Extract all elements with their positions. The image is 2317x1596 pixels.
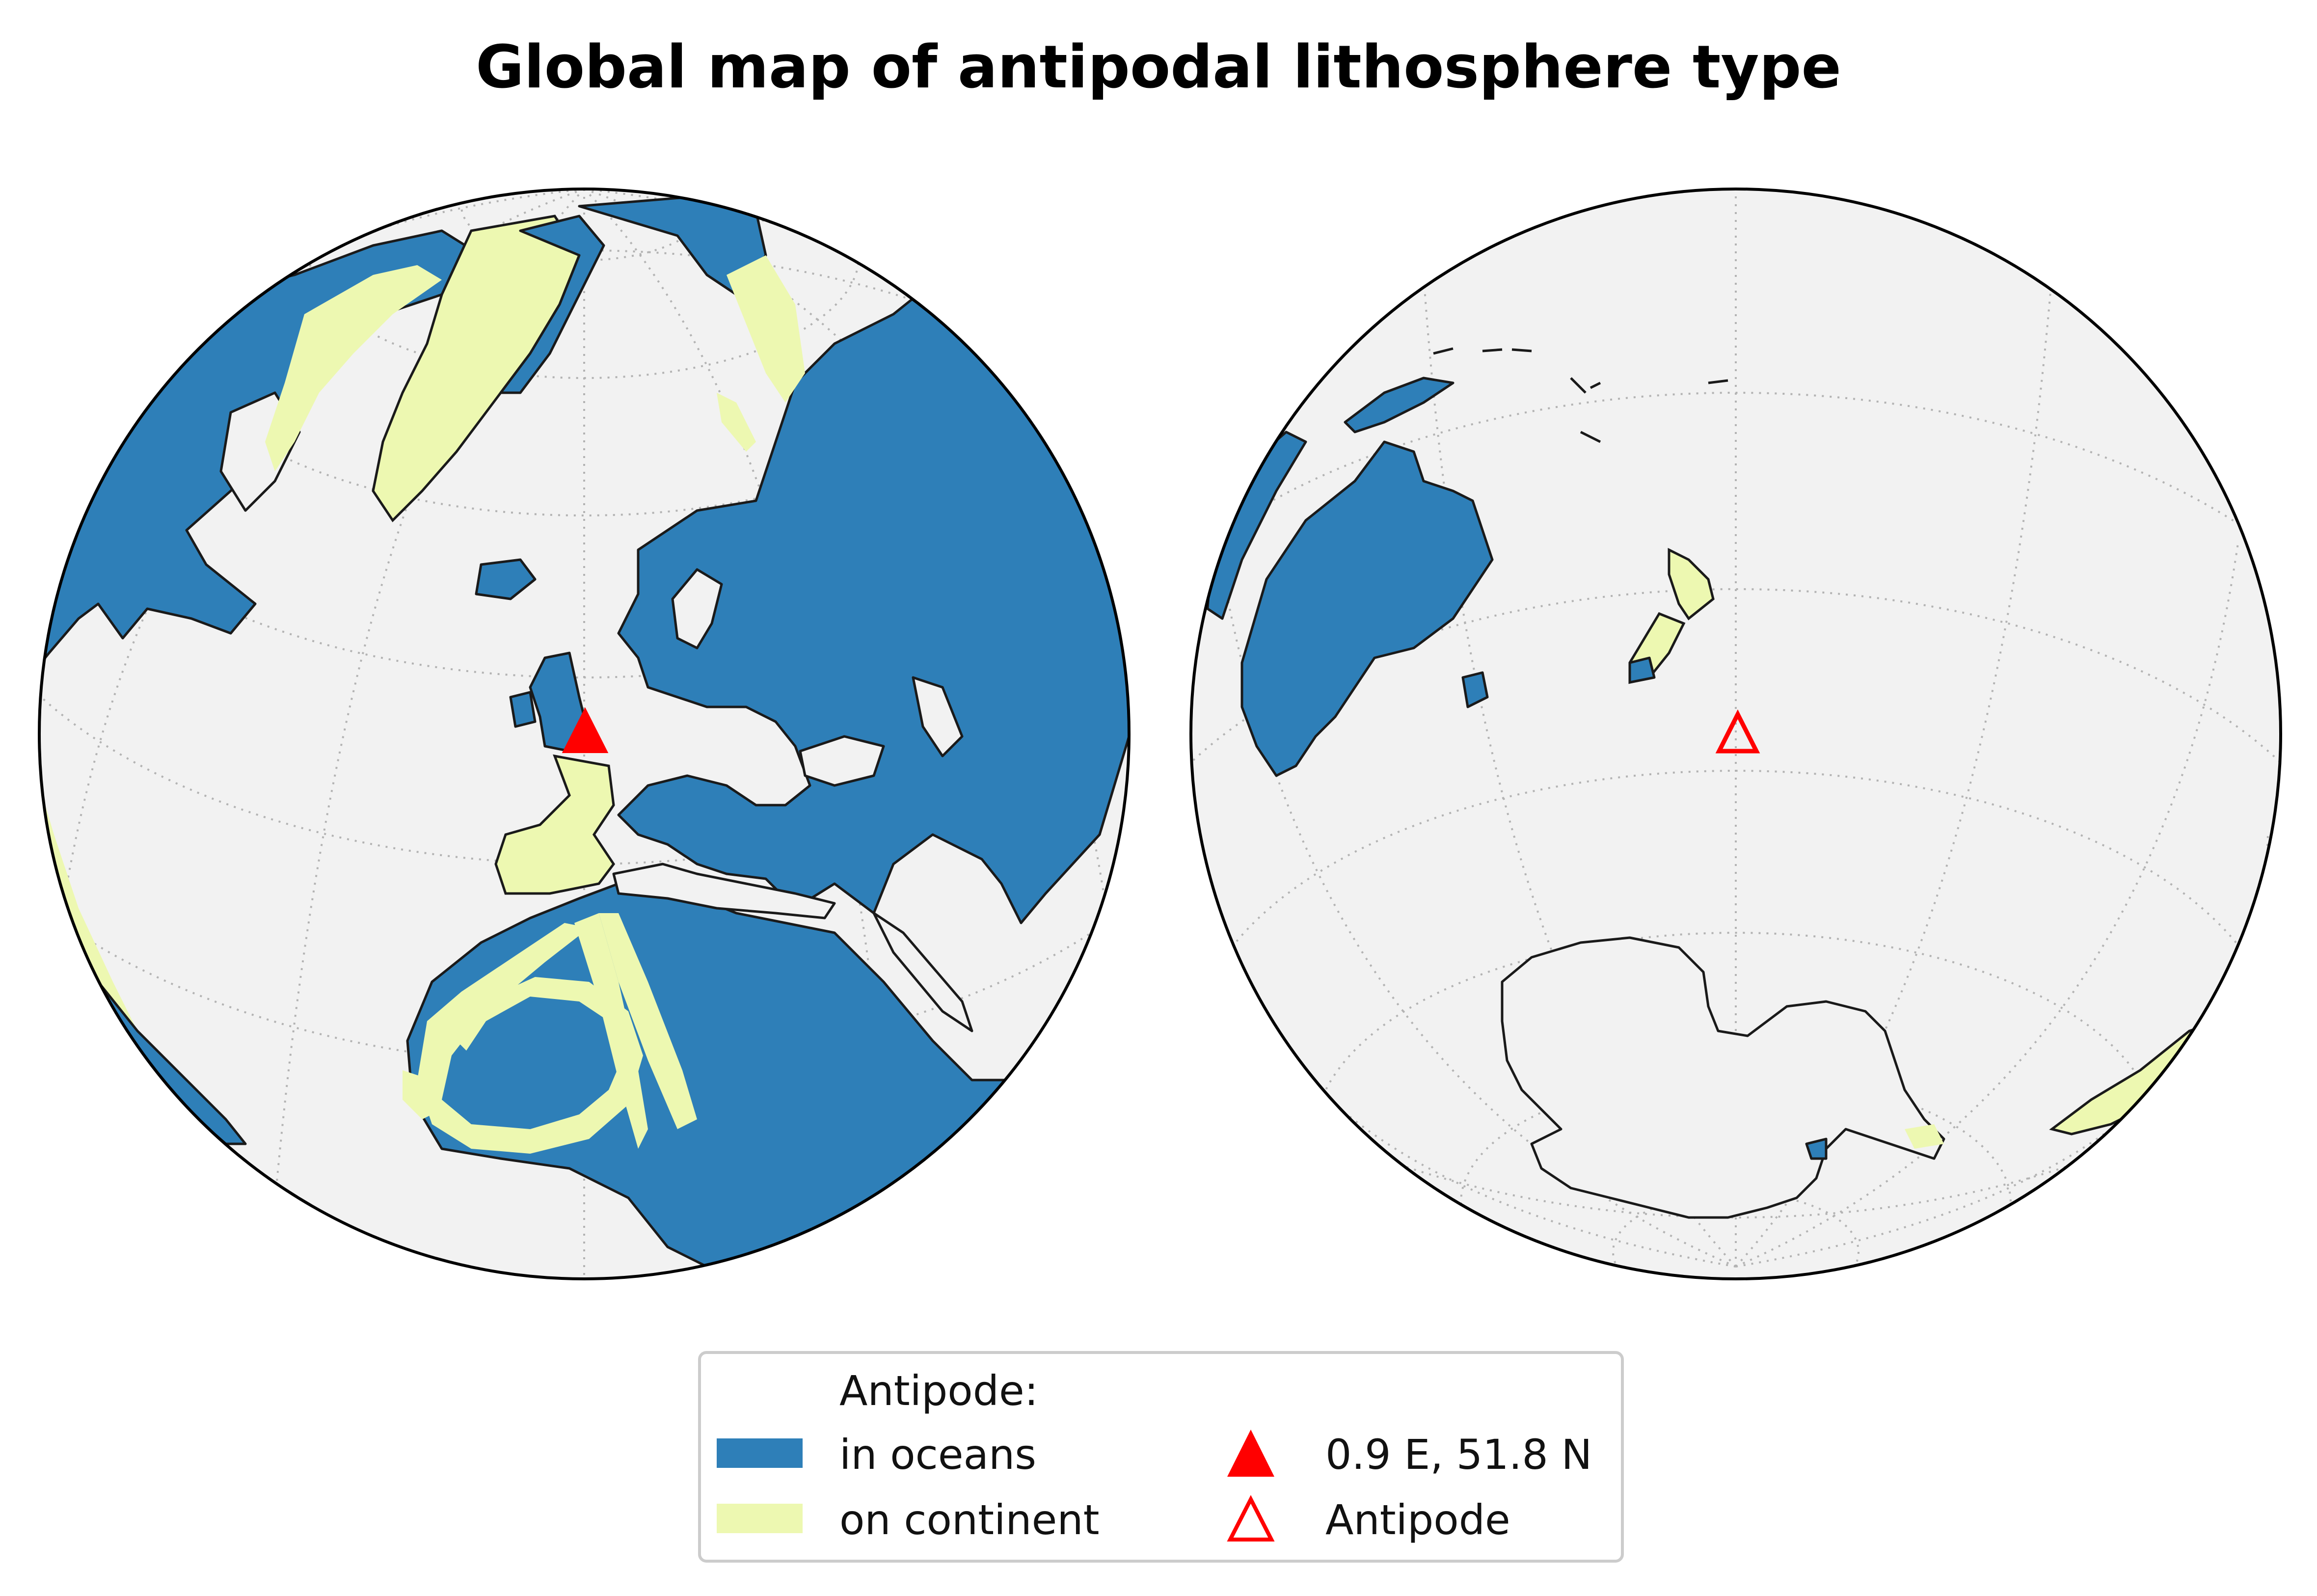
point-marker (562, 707, 609, 753)
legend-label-point: 0.9 E, 51.8 N (1325, 1431, 1592, 1479)
land-iceland (475, 558, 537, 600)
mediterranean (612, 863, 836, 920)
pacific-islands (1433, 347, 1728, 443)
right-globe (1189, 188, 2282, 1280)
legend-frame (698, 1351, 1624, 1563)
legend: Antipode: in oceans on continent 0.9 E, … (698, 1351, 1624, 1563)
land-ireland (509, 691, 537, 728)
antipode-continent-novaya (717, 393, 756, 452)
antarctica-ocean-patch (1805, 1137, 1828, 1160)
globe-rim (38, 188, 1131, 1280)
land-new-guinea (1344, 377, 1455, 433)
antipode-continent-africa-band (574, 913, 648, 1149)
land-new-zealand-north (1669, 550, 1713, 619)
left-globe (38, 188, 1131, 1280)
legend-label-on-continent: on continent (839, 1496, 1100, 1544)
red-sea (872, 912, 973, 1032)
iberia-coast (494, 754, 616, 895)
antipode-continent-antarctic-peninsula (1905, 1124, 1944, 1149)
black-sea (799, 735, 885, 787)
antipode-continent-africa-west (403, 1070, 442, 1119)
page-title: Global map of antipodal lithosphere type (476, 33, 1841, 102)
new-zealand-ocean-patch (1628, 656, 1656, 684)
legend-heading: Antipode: (839, 1367, 1038, 1415)
antipode-marker (1715, 709, 1760, 754)
globe-background (1191, 189, 2281, 1279)
land-iberia (496, 756, 614, 893)
legend-swatch-in-oceans (717, 1438, 803, 1468)
antipode-continent-west-americas (39, 785, 162, 1080)
antipode-continent-africa-band2 (599, 913, 697, 1129)
antipode-continent-africa-arc (417, 923, 643, 1154)
legend-label-in-oceans: in oceans (839, 1431, 1036, 1479)
legend-swatch-on-continent (717, 1504, 803, 1533)
land-greenland (373, 216, 579, 520)
globe-rim (1189, 188, 2282, 1280)
land-tasmania (1461, 671, 1489, 708)
legend-label-antipode: Antipode (1325, 1496, 1510, 1544)
legend-filled-triangle-icon (1227, 1430, 1274, 1477)
antipode-continent-canada (265, 265, 442, 471)
legend-open-triangle-icon (1227, 1495, 1275, 1542)
antipode-continent-kamchatka (727, 255, 805, 403)
baltic-sea (671, 568, 723, 649)
new-zealand-north-coast (1668, 547, 1715, 621)
caspian-sea (912, 676, 964, 757)
land-australia (1240, 440, 1494, 777)
greenland-east (499, 215, 605, 394)
land-antarctica (1501, 936, 1945, 1219)
